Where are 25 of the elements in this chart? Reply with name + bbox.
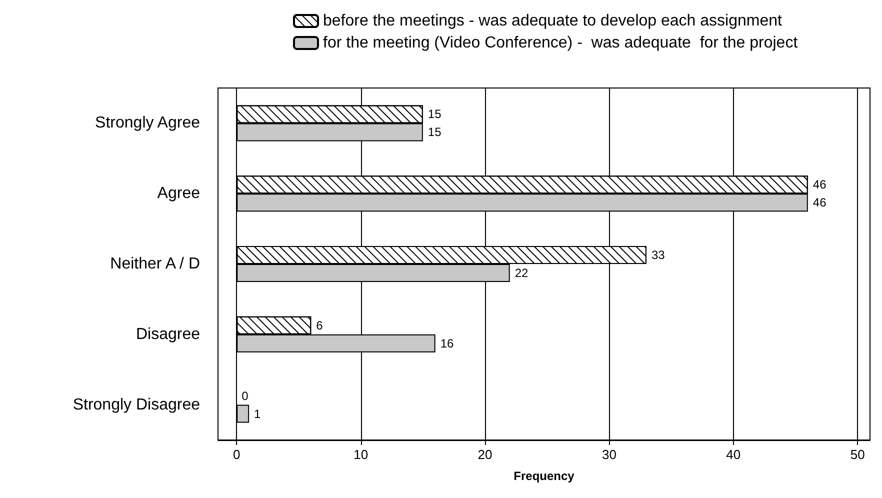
x-tick-label: 0 [233, 447, 240, 462]
data-label: 22 [514, 266, 529, 280]
data-label: 6 [316, 318, 324, 332]
data-label: 1 [254, 406, 262, 421]
legend-label: for the meeting (Video Conference) - was adequate for the project [323, 34, 798, 52]
x-tick-label: 30 [602, 447, 616, 462]
data-label: 16 [440, 336, 454, 350]
data-label: 46 [812, 178, 827, 192]
y-tick-label: Neither A / D [110, 256, 200, 272]
data-label: 15 [428, 125, 442, 140]
data-label: 46 [812, 196, 827, 210]
data-label: 33 [651, 248, 666, 262]
legend-label: before the meetings - was adequate to develop each assignment [323, 12, 783, 30]
x-axis-title: Frequency [514, 469, 575, 483]
x-tick-label: 40 [726, 447, 741, 462]
y-tick-label: Disagree [136, 326, 200, 343]
data-label: 0 [242, 388, 249, 403]
x-tick-label: 20 [478, 447, 492, 462]
x-tick-label: 10 [354, 447, 368, 462]
x-tick-label: 50 [850, 447, 865, 462]
bar [236, 404, 250, 423]
y-tick-label: Agree [157, 185, 200, 202]
y-tick-label: Strongly Disagree [72, 396, 200, 414]
data-label: 15 [428, 107, 442, 122]
y-tick-label: Strongly Agree [95, 114, 200, 132]
